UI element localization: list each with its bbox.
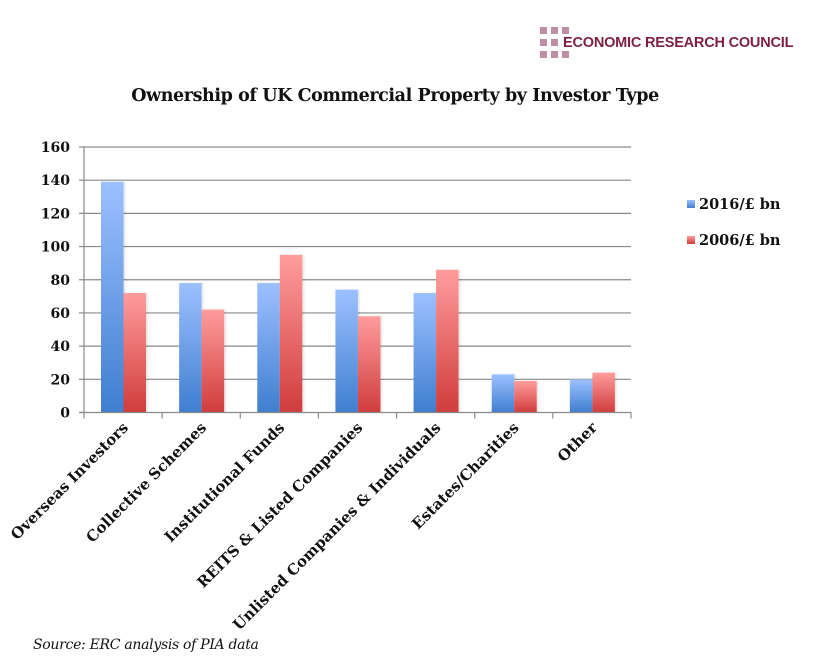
- logo-square-icon: [551, 27, 558, 34]
- x-tick-label: REITS & Listed Companies: [194, 419, 367, 592]
- logo-square-icon: [540, 27, 547, 34]
- y-tick-label: 80: [51, 273, 71, 289]
- logo-text: ECONOMIC RESEARCH COUNCIL: [563, 35, 794, 51]
- bar-series-1: [335, 289, 358, 413]
- x-tick-label: Other: [554, 418, 602, 466]
- bar-series-2: [357, 316, 381, 413]
- legend-label: 2006/£ bn: [699, 232, 781, 249]
- legend-swatch-icon: [687, 236, 695, 244]
- bar-series-1: [569, 379, 593, 413]
- logo-square-icon: [540, 51, 547, 58]
- y-tick-label: 40: [51, 339, 71, 355]
- bar-series-1: [179, 283, 202, 413]
- y-tick-label: 120: [41, 206, 70, 222]
- bar-series-1: [257, 283, 280, 413]
- bar-series-2: [123, 293, 146, 413]
- bar-series-2: [514, 380, 537, 413]
- logo-square-icon: [562, 51, 569, 58]
- legend: 2016/£ bn 2006/£ bn: [687, 196, 781, 249]
- logo-square-icon: [562, 27, 569, 34]
- bar-series-1: [491, 374, 515, 413]
- logo-square-icon: [551, 51, 558, 58]
- bar-series-1: [101, 181, 124, 413]
- y-tick-label: 100: [41, 240, 70, 256]
- y-tick-label: 0: [60, 406, 70, 422]
- logo-square-icon: [540, 39, 547, 46]
- y-tick-label: 60: [51, 306, 71, 322]
- bars: [101, 181, 615, 413]
- logo-square-icon: [551, 39, 558, 46]
- bar-series-2: [436, 269, 459, 413]
- y-tick-label: 140: [41, 173, 70, 189]
- legend-label: 2016/£ bn: [699, 196, 781, 213]
- y-tick-label: 160: [41, 140, 70, 156]
- bar-series-1: [413, 293, 437, 413]
- y-axis-tick-labels: 0 20 40 60 80 100 120 140 160: [41, 140, 70, 422]
- erc-logo: ECONOMIC RESEARCH COUNCIL: [540, 27, 823, 63]
- axes: [79, 146, 632, 419]
- source-note: Source: ERC analysis of PIA data: [33, 637, 259, 653]
- chart-title: Ownership of UK Commercial Property by I…: [131, 86, 659, 106]
- bar-series-2: [279, 254, 303, 413]
- bar-series-2: [592, 372, 615, 413]
- bar-series-2: [201, 309, 225, 413]
- y-tick-label: 20: [51, 372, 71, 388]
- legend-swatch-icon: [687, 200, 695, 208]
